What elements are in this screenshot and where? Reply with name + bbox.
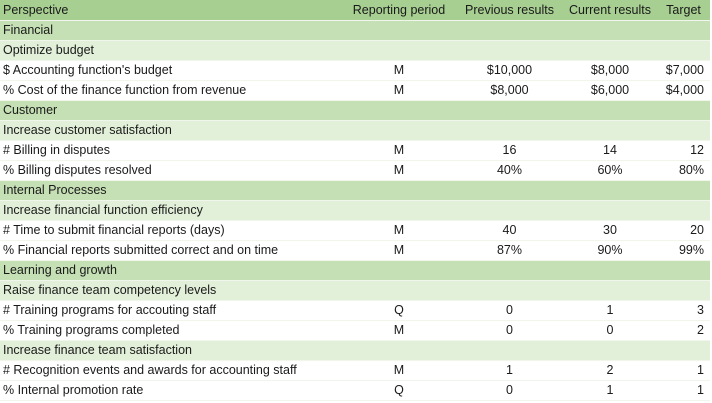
reporting-period-cell[interactable]: M <box>342 140 456 161</box>
metric-row: % Training programs completed M 0 0 2 <box>0 320 710 341</box>
objective-row: Raise finance team competency levels <box>0 280 710 301</box>
metric-label-cell[interactable]: % Financial reports submitted correct an… <box>0 240 342 261</box>
current-result-cell[interactable]: $8,000 <box>563 60 657 81</box>
header-perspective[interactable]: Perspective <box>0 0 342 21</box>
reporting-period-cell[interactable]: M <box>342 220 456 241</box>
metric-row: % Cost of the finance function from reve… <box>0 80 710 101</box>
objective-row: Optimize budget <box>0 40 710 61</box>
current-result-cell[interactable]: 1 <box>563 300 657 321</box>
metric-row: # Recognition events and awards for acco… <box>0 360 710 381</box>
objective-row: Increase customer satisfaction <box>0 120 710 141</box>
objective-row: Increase finance team satisfaction <box>0 340 710 361</box>
target-cell[interactable]: 80% <box>657 160 710 181</box>
objective-label[interactable]: Increase financial function efficiency <box>0 200 710 221</box>
current-result-cell[interactable]: 30 <box>563 220 657 241</box>
previous-result-cell[interactable]: 0 <box>456 320 563 341</box>
reporting-period-cell[interactable]: M <box>342 160 456 181</box>
target-cell[interactable]: 99% <box>657 240 710 261</box>
perspective-label[interactable]: Learning and growth <box>0 260 710 281</box>
previous-result-cell[interactable]: $8,000 <box>456 80 563 101</box>
current-result-cell[interactable]: $6,000 <box>563 80 657 101</box>
header-previous-results[interactable]: Previous results <box>456 0 563 21</box>
previous-result-cell[interactable]: 40% <box>456 160 563 181</box>
target-cell[interactable]: $4,000 <box>657 80 710 101</box>
perspective-row: Financial <box>0 20 710 41</box>
reporting-period-cell[interactable]: M <box>342 60 456 81</box>
objective-row: Increase financial function efficiency <box>0 200 710 221</box>
target-cell[interactable]: 12 <box>657 140 710 161</box>
reporting-period-cell[interactable]: Q <box>342 380 456 401</box>
perspective-row: Customer <box>0 100 710 121</box>
current-result-cell[interactable]: 1 <box>563 380 657 401</box>
metric-row: # Billing in disputes M 16 14 12 <box>0 140 710 161</box>
reporting-period-cell[interactable]: M <box>342 360 456 381</box>
header-current-results[interactable]: Current results <box>563 0 657 21</box>
previous-result-cell[interactable]: 16 <box>456 140 563 161</box>
perspective-row: Learning and growth <box>0 260 710 281</box>
current-result-cell[interactable]: 0 <box>563 320 657 341</box>
previous-result-cell[interactable]: 1 <box>456 360 563 381</box>
metric-label-cell[interactable]: % Training programs completed <box>0 320 342 341</box>
perspective-label[interactable]: Internal Processes <box>0 180 710 201</box>
reporting-period-cell[interactable]: M <box>342 80 456 101</box>
header-target[interactable]: Target <box>657 0 710 21</box>
metric-label-cell[interactable]: % Cost of the finance function from reve… <box>0 80 342 101</box>
metric-label-cell[interactable]: # Time to submit financial reports (days… <box>0 220 342 241</box>
target-cell[interactable]: 3 <box>657 300 710 321</box>
previous-result-cell[interactable]: 0 <box>456 380 563 401</box>
current-result-cell[interactable]: 90% <box>563 240 657 261</box>
current-result-cell[interactable]: 2 <box>563 360 657 381</box>
reporting-period-cell[interactable]: Q <box>342 300 456 321</box>
metric-row: % Internal promotion rate Q 0 1 1 <box>0 380 710 401</box>
metric-row: % Financial reports submitted correct an… <box>0 240 710 261</box>
header-reporting-period[interactable]: Reporting period <box>342 0 456 21</box>
objective-label[interactable]: Increase customer satisfaction <box>0 120 710 141</box>
metric-label-cell[interactable]: % Internal promotion rate <box>0 380 342 401</box>
target-cell[interactable]: 20 <box>657 220 710 241</box>
objective-label[interactable]: Optimize budget <box>0 40 710 61</box>
target-cell[interactable]: 1 <box>657 380 710 401</box>
target-cell[interactable]: $7,000 <box>657 60 710 81</box>
metric-row: $ Accounting function's budget M $10,000 $8… <box>0 60 710 81</box>
metric-label-cell[interactable]: $ Accounting function's budget <box>0 60 342 81</box>
perspective-row: Internal Processes <box>0 180 710 201</box>
metric-row: # Training programs for accouting staff Q… <box>0 300 710 321</box>
target-cell[interactable]: 2 <box>657 320 710 341</box>
metric-label-cell[interactable]: % Billing disputes resolved <box>0 160 342 181</box>
header-row: Perspective Reporting period Previous re… <box>0 0 710 21</box>
current-result-cell[interactable]: 14 <box>563 140 657 161</box>
target-cell[interactable]: 1 <box>657 360 710 381</box>
previous-result-cell[interactable]: 0 <box>456 300 563 321</box>
metric-row: % Billing disputes resolved M 40% 60% 80% <box>0 160 710 181</box>
reporting-period-cell[interactable]: M <box>342 240 456 261</box>
metric-label-cell[interactable]: # Training programs for accouting staff <box>0 300 342 321</box>
metric-row: # Time to submit financial reports (days… <box>0 220 710 241</box>
current-result-cell[interactable]: 60% <box>563 160 657 181</box>
perspective-label[interactable]: Financial <box>0 20 710 41</box>
previous-result-cell[interactable]: 87% <box>456 240 563 261</box>
reporting-period-cell[interactable]: M <box>342 320 456 341</box>
perspective-label[interactable]: Customer <box>0 100 710 121</box>
previous-result-cell[interactable]: $10,000 <box>456 60 563 81</box>
objective-label[interactable]: Raise finance team competency levels <box>0 280 710 301</box>
objective-label[interactable]: Increase finance team satisfaction <box>0 340 710 361</box>
metric-label-cell[interactable]: # Recognition events and awards for acco… <box>0 360 342 381</box>
previous-result-cell[interactable]: 40 <box>456 220 563 241</box>
metric-label-cell[interactable]: # Billing in disputes <box>0 140 342 161</box>
